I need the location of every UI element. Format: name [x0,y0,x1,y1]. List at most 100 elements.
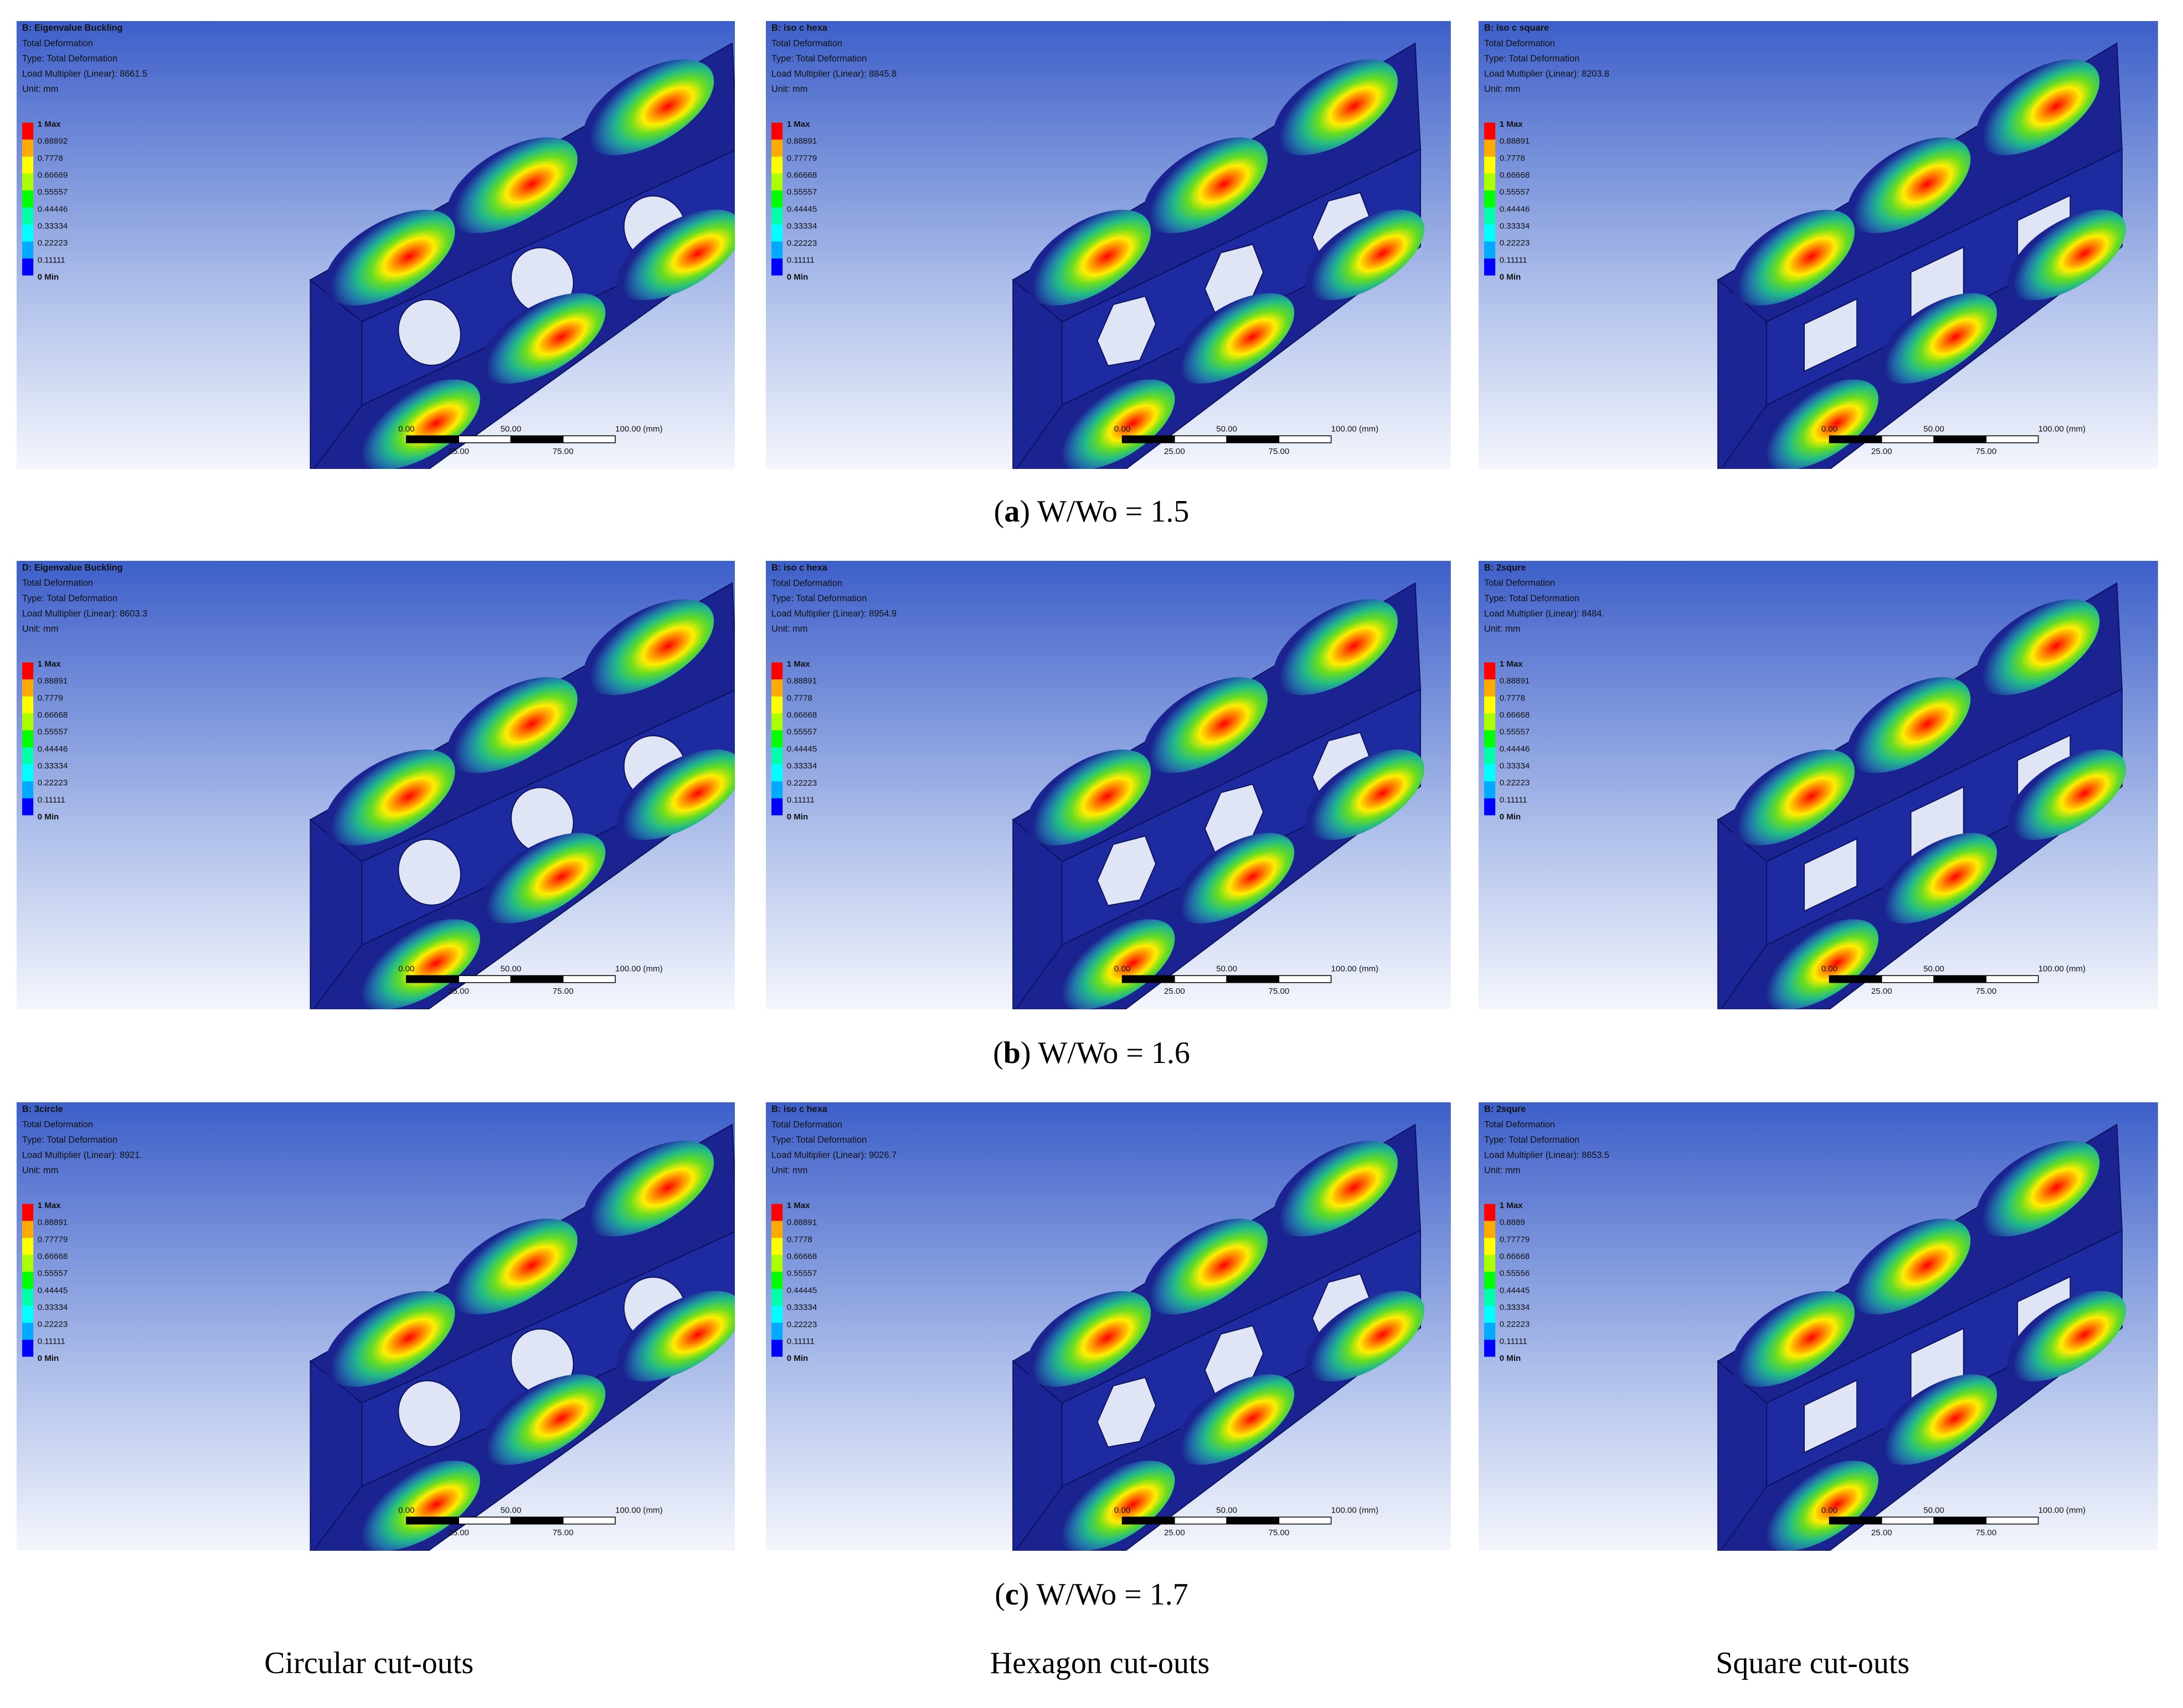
panel-info: Type: Total Deformation [22,594,117,603]
beam [1012,1123,1424,1551]
panel-title: B: 3circle [22,1105,63,1114]
legend-label: 1 Max [38,120,61,129]
legend-swatch [1484,1323,1496,1340]
legend-swatch [771,1272,782,1289]
scale-bar-segment [1226,435,1279,443]
caption-part: ) W/Wo = 1.5 [1020,494,1190,529]
legend-swatch [22,1339,34,1357]
scale-bar-segment [1278,975,1332,983]
contour-blob [1305,209,1424,300]
legend-label: 0.55557 [38,727,68,737]
legend-label: 0.88891 [38,1218,68,1227]
panel-info: Type: Total Deformation [771,594,867,603]
contour-blob [480,1374,606,1465]
scale-label: 0.00 [1821,1506,1837,1515]
panel-info: Total Deformation [22,578,93,588]
caption-part: ( [993,1036,1003,1071]
panel-info: Total Deformation [771,38,842,48]
column-label: Circular cut-outs [264,1645,474,1680]
scale-bar-segment [510,975,564,983]
scale-bar-segment [1121,975,1175,983]
legend-label: 0.22223 [786,1320,817,1329]
caption-part: c [1005,1577,1019,1612]
panel-info: Unit: mm [1484,624,1520,634]
legend-label: 0 Min [38,1354,59,1363]
column-label: Hexagon cut-outs [990,1645,1210,1680]
legend-label: 1 Max [786,659,810,669]
beam [309,42,735,469]
contour-blob [616,209,735,300]
scale-bar-segment [1933,1516,1986,1525]
panel-info: Unit: mm [771,624,807,634]
scale-label: 0.00 [398,424,414,434]
contour-blob [1175,293,1294,384]
scale-label: 100.00 (mm) [615,964,662,974]
legend-label: 0.88891 [786,1218,817,1227]
contour-blob [1976,599,2100,695]
scale-label: 50.00 [1216,424,1237,434]
legend-label: 0.22223 [38,778,68,788]
fea-panel: B: Eigenvalue Buckling Total Deformation T… [17,20,735,469]
legend-swatch [771,241,782,259]
legend-swatch [771,713,782,731]
legend-label: 0.33334 [786,221,817,231]
panel-title: B: iso c hexa [771,23,828,33]
fea-panel: B: 3circle Total Deformation Type: Total D… [17,1102,735,1551]
legend-swatch [22,781,34,799]
legend-swatch [22,1288,34,1306]
contour-blob [1273,599,1398,695]
legend-swatch [1484,1204,1496,1221]
legend-label: 0.44445 [786,204,817,214]
scale-bar-segment [1933,975,1986,983]
legend-label: 0.55557 [1500,727,1530,737]
panel-info: Type: Total Deformation [771,1135,867,1145]
panel-info: Unit: mm [22,84,58,94]
legend-swatch [1484,1221,1496,1238]
legend-label: 0.44445 [1500,1286,1530,1295]
panel-info: Total Deformation [1484,38,1555,48]
panel-info: Unit: mm [1484,1165,1520,1175]
contour-blob [1026,1291,1151,1387]
legend-label: 0.88891 [786,136,817,146]
scale-label: 25.00 [1871,987,1892,996]
legend-label: 0.33334 [1500,761,1530,771]
legend-swatch [1484,207,1496,225]
panel-info: Unit: mm [771,1165,807,1175]
legend-swatch [1484,696,1496,714]
caption: (c) W/Wo = 1.7 [0,1577,2183,1612]
contour-blob [1055,1461,1175,1551]
panel-info: Type: Total Deformation [1484,54,1579,64]
legend-label: 0.88891 [1500,677,1530,686]
legend-swatch [22,662,34,680]
contour-blob [2007,749,2126,840]
scale-label: 0.00 [398,964,414,974]
contour-blob [583,59,714,156]
legend-label: 0.22223 [786,778,817,788]
panel-info: Type: Total Deformation [771,54,867,64]
contour-blob [1878,293,1997,384]
scale-bar-segment [1278,435,1332,443]
scale-label: 100.00 (mm) [1331,964,1378,974]
contour-blob [1847,137,1971,233]
legend-swatch [771,679,782,697]
beam [1012,42,1424,469]
scale-label: 75.00 [1268,447,1289,456]
legend-label: 0.44445 [786,1286,817,1295]
legend-label: 0 Min [786,272,808,282]
legend-swatch [22,1255,34,1272]
legend-swatch [771,1288,782,1306]
legend-swatch [1484,139,1496,157]
scale-bar-segment [1985,1516,2039,1525]
contour-blob [1143,1219,1268,1315]
legend-swatch [1484,1305,1496,1323]
legend-label: 0.66668 [786,710,817,720]
panel-info: Type: Total Deformation [1484,594,1579,603]
caption-part: ) W/Wo = 1.6 [1020,1036,1190,1071]
legend-swatch [771,1221,782,1238]
fea-panel: B: iso c hexa Total Deformation Type: Tota… [765,20,1451,469]
panel-info: Total Deformation [1484,1119,1555,1129]
legend-swatch [1484,781,1496,799]
contour-blob [1760,1461,1878,1551]
contour-blob [2007,1291,2126,1382]
contour-blob [325,750,455,845]
